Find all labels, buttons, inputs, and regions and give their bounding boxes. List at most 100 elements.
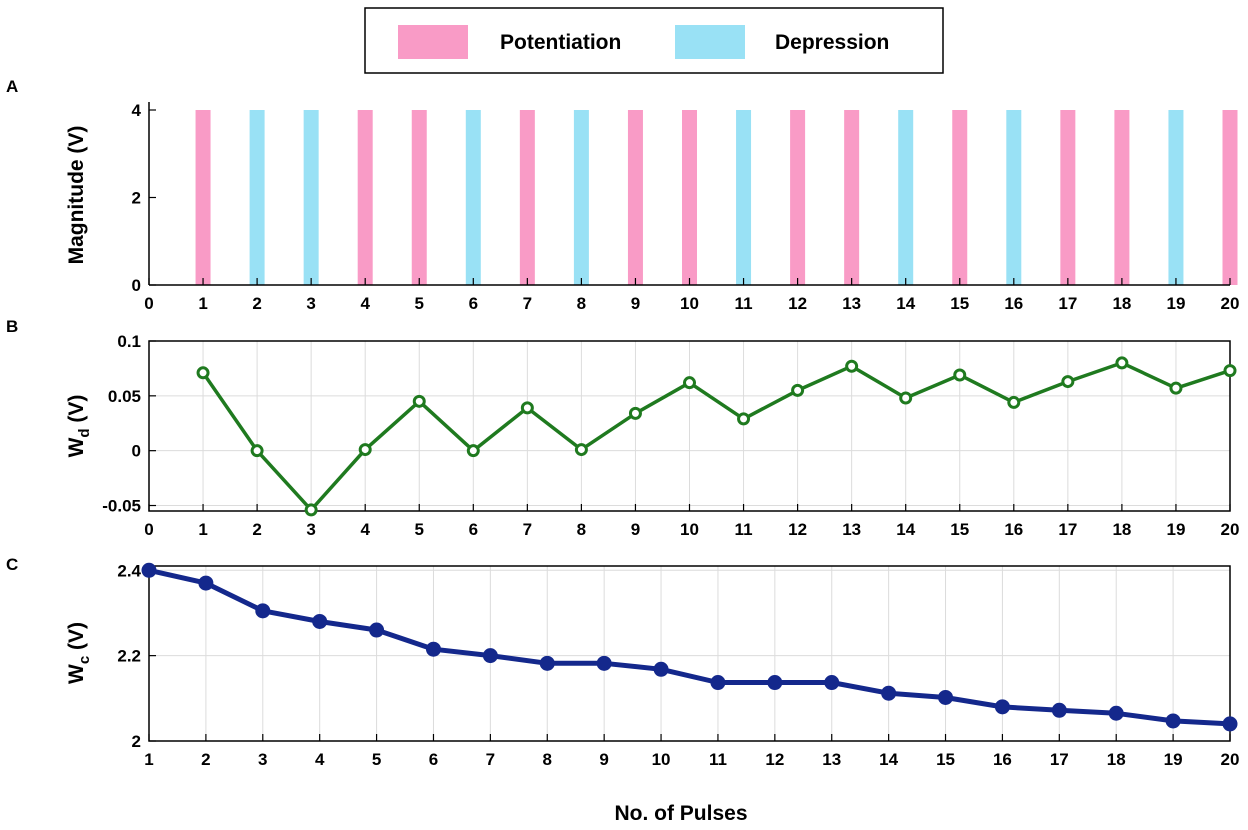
panel-letter-b: B bbox=[6, 317, 18, 336]
panel-a-x-tick-label: 9 bbox=[631, 294, 640, 313]
panel-b-x-tick-label: 1 bbox=[198, 520, 207, 539]
panel-c-point-15 bbox=[938, 689, 954, 705]
panel-a-bar-7 bbox=[519, 110, 535, 285]
panel-a-x-tick-label: 10 bbox=[680, 294, 699, 313]
panel-c-y-label: Wc (V) bbox=[65, 622, 93, 684]
panel-c-point-12 bbox=[767, 675, 783, 691]
panel-c-y-tick-label: 2.4 bbox=[117, 561, 141, 580]
panel-a-x-tick-label: 15 bbox=[950, 294, 969, 313]
panel-a-bar-8 bbox=[573, 110, 589, 285]
panel-a-x-tick-label: 0 bbox=[144, 294, 153, 313]
panel-c-point-3 bbox=[255, 603, 271, 619]
panel-a-bar-6 bbox=[465, 110, 481, 285]
panel-c-y-label-sub: c bbox=[76, 656, 93, 664]
panel-c-x-tick-label: 2 bbox=[201, 750, 210, 769]
panel-a-x-tick-label: 4 bbox=[360, 294, 370, 313]
panel-a-x-tick-label: 16 bbox=[1004, 294, 1023, 313]
panel-b-point-11 bbox=[737, 412, 751, 426]
panel-a-x-tick-label: 18 bbox=[1112, 294, 1131, 313]
panel-b-point-19 bbox=[1169, 381, 1183, 395]
panel-c-point-4 bbox=[312, 613, 328, 629]
panel-c-point-5 bbox=[369, 622, 385, 638]
panel-c-x-tick-label: 7 bbox=[486, 750, 495, 769]
panel-c-point-11 bbox=[710, 675, 726, 691]
panel-a-bar-12 bbox=[790, 110, 806, 285]
panel-c-point-10 bbox=[653, 661, 669, 677]
panel-a-bar-17 bbox=[1060, 110, 1076, 285]
panel-c-x-tick-label: 16 bbox=[993, 750, 1012, 769]
panel-b-point-3 bbox=[304, 503, 318, 517]
panel-b-x-tick-label: 3 bbox=[306, 520, 315, 539]
panel-c-point-20 bbox=[1222, 716, 1238, 732]
panel-a-y-tick-label: 0 bbox=[132, 276, 141, 295]
panel-a-y-tick-label: 4 bbox=[132, 101, 142, 120]
panel-b-point-13 bbox=[845, 359, 859, 373]
panel-b-x-tick-label: 16 bbox=[1004, 520, 1023, 539]
x-axis-label: No. of Pulses bbox=[614, 802, 747, 825]
panel-c-point-13 bbox=[824, 675, 840, 691]
panel-b-x-tick-label: 19 bbox=[1166, 520, 1185, 539]
panel-c-x-tick-label: 4 bbox=[315, 750, 325, 769]
panel-c-y-label-main: W bbox=[65, 664, 88, 684]
panel-c-point-2 bbox=[198, 575, 214, 591]
panel-c-x-tick-label: 20 bbox=[1221, 750, 1240, 769]
panel-b-x-tick-label: 14 bbox=[896, 520, 915, 539]
panel-b-point-1 bbox=[196, 366, 210, 380]
panel-a-x-tick-label: 2 bbox=[252, 294, 261, 313]
panel-b-x-tick-label: 18 bbox=[1112, 520, 1131, 539]
panel-c-point-18 bbox=[1108, 705, 1124, 721]
panel-a-x-tick-label: 12 bbox=[788, 294, 807, 313]
panel-b-point-17 bbox=[1061, 375, 1075, 389]
panel-c-series-line bbox=[148, 567, 1231, 727]
panel-a-x-tick-label: 7 bbox=[523, 294, 532, 313]
panel-c-x-tick-label: 18 bbox=[1107, 750, 1126, 769]
panel-letter-a: A bbox=[6, 77, 18, 96]
panel-letter-c: C bbox=[6, 555, 18, 574]
panel-b-x-tick-label: 5 bbox=[415, 520, 424, 539]
legend-label-potentiation: Potentiation bbox=[500, 31, 621, 54]
legend-swatch-depression bbox=[675, 25, 745, 59]
panel-b-x-tick-label: 10 bbox=[680, 520, 699, 539]
panel-a-x-tick-label: 1 bbox=[198, 294, 207, 313]
panel-c-x-tick-label: 12 bbox=[765, 750, 784, 769]
panel-a-bar-11 bbox=[736, 110, 752, 285]
panel-b-point-6 bbox=[466, 444, 480, 458]
panel-b-point-8 bbox=[574, 443, 588, 457]
panel-b-x-tick-label: 20 bbox=[1221, 520, 1240, 539]
legend-label-depression: Depression bbox=[775, 31, 889, 54]
panel-c-x-tick-label: 13 bbox=[822, 750, 841, 769]
panel-a-y-tick-label: 2 bbox=[132, 189, 141, 208]
panel-b-point-14 bbox=[899, 391, 913, 405]
panel-c-point-16 bbox=[994, 699, 1010, 715]
panel-c-point-7 bbox=[482, 648, 498, 664]
panel-b-y-tick-label: 0.1 bbox=[117, 332, 141, 351]
panel-b-x-tick-label: 7 bbox=[523, 520, 532, 539]
legend: Potentiation Depression bbox=[364, 7, 944, 74]
panel-b-y-label-main: W bbox=[65, 437, 88, 457]
panel-a-x-tick-label: 6 bbox=[469, 294, 478, 313]
panel-c-x-tick-label: 14 bbox=[879, 750, 898, 769]
panel-b-y-label-sub: d bbox=[76, 428, 93, 437]
panel-c-x-tick-label: 10 bbox=[652, 750, 671, 769]
panel-c-y-tick-label: 2.2 bbox=[117, 647, 141, 666]
panel-a-bar-9 bbox=[627, 110, 643, 285]
panel-a-bar-3 bbox=[303, 110, 319, 285]
panel-b-y-label: Wd (V) bbox=[65, 395, 93, 458]
panel-c-x-tick-label: 1 bbox=[144, 750, 153, 769]
panel-c-x-tick-label: 17 bbox=[1050, 750, 1069, 769]
panel-a-bar-2 bbox=[249, 110, 265, 285]
panel-a-y-label: Magnitude (V) bbox=[65, 126, 88, 265]
panel-c-x-tick-label: 11 bbox=[709, 750, 727, 769]
panel-c-point-17 bbox=[1051, 702, 1067, 718]
panel-b-point-12 bbox=[791, 383, 805, 397]
panel-c-point-1 bbox=[141, 562, 157, 578]
panel-b: 0 1 2 3 4 5 6 7 8 9 10 11 12 13 14 15 16 17 18 19 20-0.0500.… bbox=[65, 332, 1239, 539]
panel-a-x-tick-label: 17 bbox=[1058, 294, 1077, 313]
panel-a-bar-20 bbox=[1222, 110, 1238, 285]
panel-c-point-19 bbox=[1165, 713, 1181, 729]
panel-c-x-tick-label: 15 bbox=[936, 750, 955, 769]
panel-c-frame bbox=[148, 565, 1231, 742]
panel-b-y-tick-label: -0.05 bbox=[102, 497, 141, 516]
